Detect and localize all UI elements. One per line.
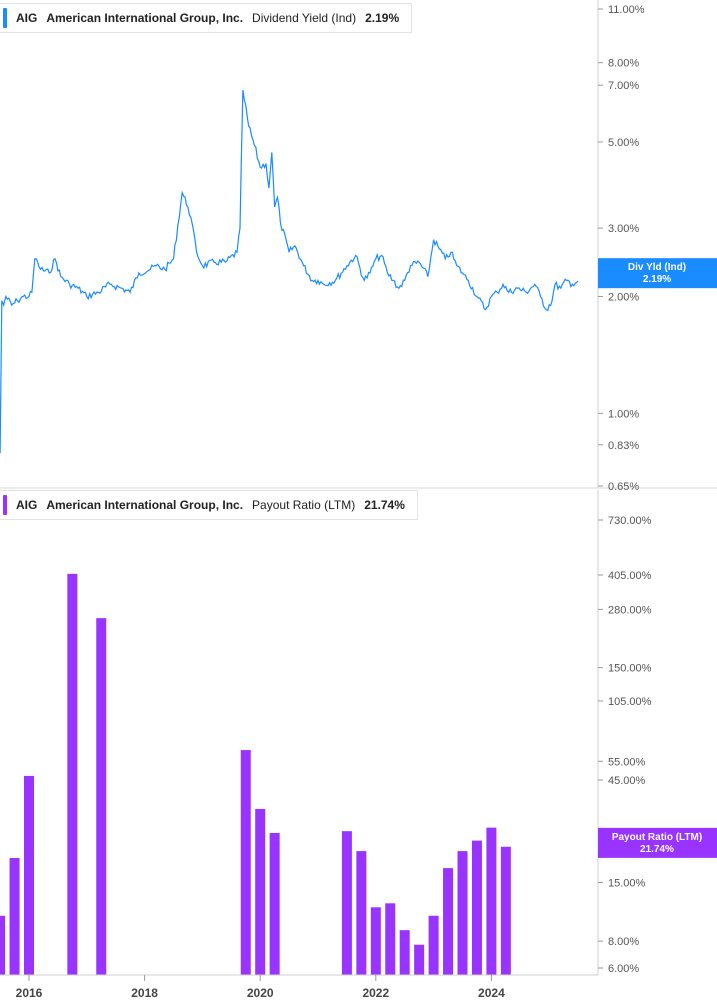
payout-ratio-bar xyxy=(24,775,34,975)
y-tick-label: 150.00% xyxy=(608,663,652,675)
y-tick-label: 55.00% xyxy=(608,756,646,768)
x-tick-label: 2024 xyxy=(478,986,505,1000)
dividend-yield-panel: 11.00% 8.00% 7.00% 5.00% 3.00% 2.00% 1.00% 0.83… xyxy=(0,0,717,493)
y-tick-label: 405.00% xyxy=(608,570,652,582)
legend-ticker: AIG xyxy=(16,11,38,25)
y-tick-label: 7.00% xyxy=(608,80,639,92)
payout-ratio-bar xyxy=(269,832,280,975)
payout-ratio-bar xyxy=(96,618,107,975)
payout-ratio-flag-value: 21.74% xyxy=(640,844,674,855)
payout-ratio-bar xyxy=(240,750,251,975)
y-tick-label: 2.00% xyxy=(608,291,639,303)
x-tick-label: 2022 xyxy=(362,986,389,1000)
payout-ratio-swatch xyxy=(3,495,7,515)
y-tick-label: 11.00% xyxy=(608,4,645,16)
y-tick-label: 0.65% xyxy=(608,481,639,493)
payout-ratio-bar xyxy=(486,827,497,975)
x-tick-label: 2018 xyxy=(131,986,158,1000)
dividend-yield-swatch xyxy=(3,8,7,28)
legend-value: 21.74% xyxy=(364,498,405,512)
payout-ratio-bar xyxy=(0,915,6,975)
y-tick-label: 8.00% xyxy=(608,936,639,948)
dividend-yield-flag-value: 2.19% xyxy=(643,274,671,285)
payout-ratio-bar xyxy=(399,930,410,975)
payout-ratio-flag xyxy=(598,827,717,858)
payout-ratio-bar xyxy=(471,840,482,975)
y-tick-label: 730.00% xyxy=(608,515,652,527)
dividend-yield-flag-label: Div Yld (Ind) xyxy=(628,262,686,273)
y-tick-label: 6.00% xyxy=(608,963,639,975)
payout-ratio-bar xyxy=(9,858,20,975)
payout-ratio-bar xyxy=(356,851,367,975)
y-tick-label: 3.00% xyxy=(608,223,639,235)
y-tick-label: 45.00% xyxy=(608,775,646,787)
y-tick-label: 1.00% xyxy=(608,408,639,420)
y-tick-label: 5.00% xyxy=(608,137,639,149)
x-tick-label: 2020 xyxy=(247,986,274,1000)
dividend-yield-line xyxy=(0,90,579,454)
legend-metric: Payout Ratio (LTM) xyxy=(252,498,356,512)
payout-ratio-bar xyxy=(341,831,352,975)
payout-ratio-bar xyxy=(500,846,511,975)
payout-ratio-bar xyxy=(67,573,78,975)
payout-ratio-bar xyxy=(255,808,266,975)
payout-ratio-legend: AIG American International Group, Inc. P… xyxy=(0,490,418,520)
dividend-yield-legend: AIG American International Group, Inc. D… xyxy=(0,3,413,33)
legend-company: American International Group, Inc. xyxy=(46,11,244,25)
payout-ratio-bar xyxy=(428,915,439,975)
y-tick-label: 105.00% xyxy=(608,696,652,708)
y-tick-label: 280.00% xyxy=(608,604,652,616)
payout-ratio-panel: 730.00% 405.00% 280.00% 150.00% 105.00% 55.00… xyxy=(0,490,717,975)
payout-ratio-bar xyxy=(414,944,425,975)
y-tick-label: 8.00% xyxy=(608,58,639,70)
dividend-yield-flag xyxy=(598,258,717,289)
payout-ratio-flag-label: Payout Ratio (LTM) xyxy=(612,832,702,843)
payout-ratio-bar xyxy=(457,851,468,975)
x-tick-label: 2016 xyxy=(16,986,43,1000)
legend-value: 2.19% xyxy=(365,11,400,25)
y-tick-label: 15.00% xyxy=(608,878,646,890)
x-axis: 2016 2018 2020 2022 2024 xyxy=(0,974,598,1000)
payout-ratio-bar xyxy=(443,868,454,975)
payout-ratio-bar xyxy=(370,907,381,975)
legend-company: American International Group, Inc. xyxy=(46,498,244,512)
payout-ratio-bar xyxy=(385,903,396,975)
legend-ticker: AIG xyxy=(16,498,38,512)
legend-metric: Dividend Yield (Ind) xyxy=(252,11,357,25)
y-tick-label: 0.83% xyxy=(608,440,639,452)
